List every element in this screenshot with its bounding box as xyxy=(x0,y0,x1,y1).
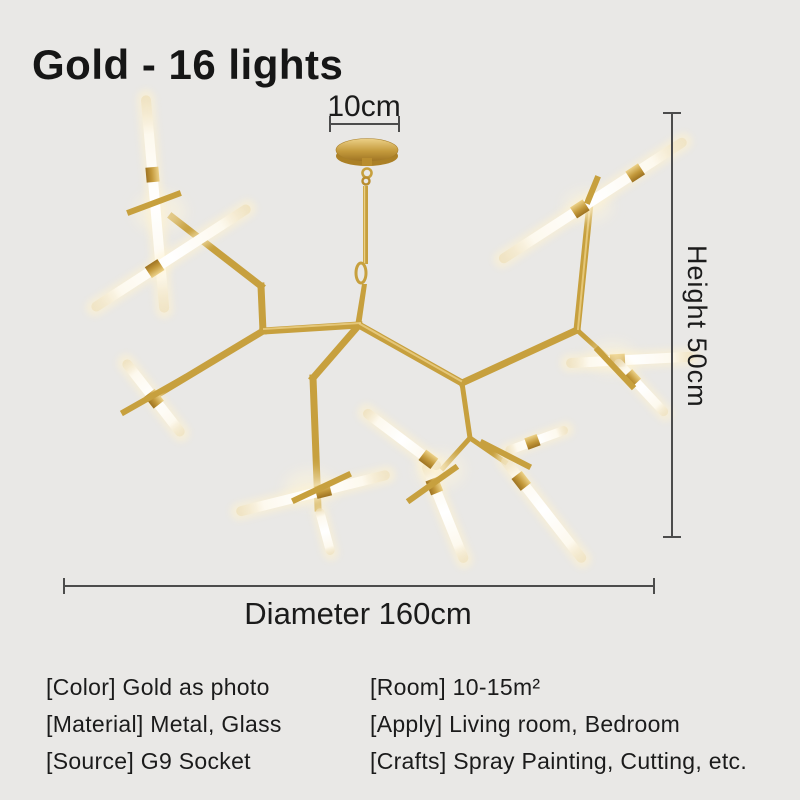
spec-room-value: 10-15m² xyxy=(452,674,541,700)
light-tube xyxy=(357,403,447,476)
branch-arms xyxy=(155,199,612,512)
light-tube xyxy=(311,504,339,561)
spec-crafts-label: [Crafts] xyxy=(370,748,447,774)
diameter-label: Diameter 160cm xyxy=(244,596,472,631)
socket-bars xyxy=(119,175,637,505)
spec-color-value: Gold as photo xyxy=(122,674,270,700)
spec-material-value: Metal, Glass xyxy=(150,711,282,737)
spec-color-label: [Color] xyxy=(46,674,116,700)
ceiling-canopy xyxy=(335,138,399,186)
spec-room-label: [Room] xyxy=(370,674,446,700)
spec-crafts: [Crafts] Spray Painting, Cutting, etc. xyxy=(370,748,747,775)
light-tube xyxy=(495,451,592,569)
canopy-width-dimension xyxy=(329,116,400,132)
height-label: Height 50cm xyxy=(682,245,712,408)
spec-apply: [Apply] Living room, Bedroom xyxy=(370,711,680,738)
spec-room: [Room] 10-15m² xyxy=(370,674,540,701)
light-tube xyxy=(85,199,257,317)
spec-source-label: [Source] xyxy=(46,748,135,774)
spec-material: [Material] Metal, Glass xyxy=(46,711,282,738)
spec-apply-label: [Apply] xyxy=(370,711,443,737)
page-title: Gold - 16 lights xyxy=(32,41,344,89)
spec-crafts-value: Spray Painting, Cutting, etc. xyxy=(453,748,748,774)
spec-source-value: G9 Socket xyxy=(140,748,251,774)
diameter-dimension xyxy=(63,578,655,594)
light-tube xyxy=(608,353,674,422)
canopy-width-label: 10cm xyxy=(327,90,401,123)
light-tube xyxy=(493,132,693,269)
spec-source: [Source] G9 Socket xyxy=(46,748,251,775)
hanging-rod xyxy=(354,186,368,326)
height-dimension xyxy=(663,112,681,538)
spec-apply-value: Living room, Bedroom xyxy=(449,711,681,737)
light-tube xyxy=(499,421,574,459)
spec-material-label: [Material] xyxy=(46,711,144,737)
spec-color: [Color] Gold as photo xyxy=(46,674,270,701)
